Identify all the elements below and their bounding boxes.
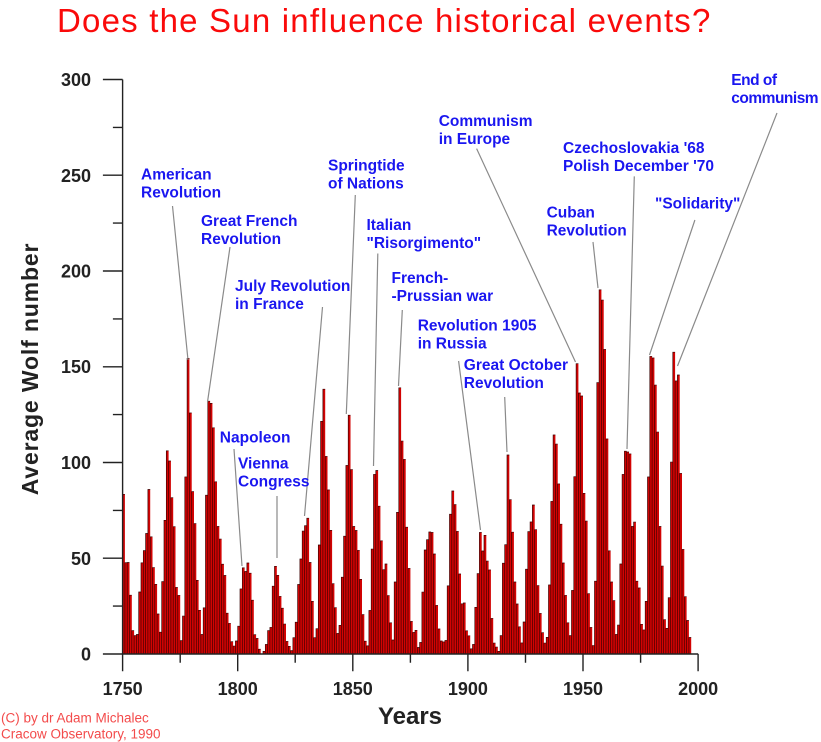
svg-text:Great October: Great October [464, 357, 568, 374]
svg-text:Revolution: Revolution [201, 231, 281, 248]
svg-text:50: 50 [71, 549, 91, 569]
svg-text:Revolution 1905: Revolution 1905 [418, 318, 537, 335]
svg-text:Italian: Italian [367, 217, 412, 234]
svg-text:Communism: Communism [439, 113, 533, 130]
svg-text:150: 150 [61, 357, 91, 377]
svg-text:250: 250 [61, 166, 91, 186]
svg-text:100: 100 [61, 453, 91, 473]
svg-text:Napoleon: Napoleon [220, 429, 291, 446]
svg-text:Years: Years [378, 703, 442, 730]
svg-text:Congress: Congress [238, 474, 310, 491]
svg-text:Cracow Observatory, 1990: Cracow Observatory, 1990 [1, 727, 161, 742]
svg-text:Revolution: Revolution [547, 223, 627, 240]
svg-text:0: 0 [81, 645, 91, 665]
svg-text:in Russia: in Russia [418, 336, 487, 353]
svg-text:Cuban: Cuban [547, 205, 595, 222]
svg-text:communism: communism [731, 90, 818, 107]
svg-text:Springtide: Springtide [328, 157, 405, 174]
svg-text:Czechoslovakia '68: Czechoslovakia '68 [563, 140, 705, 157]
svg-text:2000: 2000 [678, 679, 718, 699]
svg-text:"Solidarity": "Solidarity" [655, 195, 740, 212]
svg-text:200: 200 [61, 262, 91, 282]
svg-text:"Risorgimento": "Risorgimento" [367, 235, 482, 252]
svg-text:End of: End of [731, 72, 778, 89]
svg-text:Average Wolf number: Average Wolf number [17, 243, 43, 496]
svg-text:1800: 1800 [218, 679, 258, 699]
svg-text:1950: 1950 [563, 679, 603, 699]
svg-text:(C) by dr Adam Michalec: (C) by dr Adam Michalec [1, 711, 149, 726]
svg-text:in France: in France [235, 296, 304, 313]
svg-text:Vienna: Vienna [238, 456, 289, 473]
svg-text:300: 300 [61, 70, 91, 90]
svg-text:1900: 1900 [448, 679, 488, 699]
svg-text:-Prussian war: -Prussian war [392, 288, 494, 305]
svg-text:French-: French- [392, 270, 449, 287]
svg-text:Does the Sun influence histori: Does the Sun influence historical events… [57, 2, 712, 39]
svg-text:Revolution: Revolution [464, 375, 544, 392]
svg-text:Great French: Great French [201, 213, 297, 230]
svg-text:1850: 1850 [333, 679, 373, 699]
svg-text:Polish December '70: Polish December '70 [563, 158, 714, 175]
svg-text:1750: 1750 [103, 679, 143, 699]
svg-text:American: American [141, 167, 212, 184]
svg-text:Revolution: Revolution [141, 185, 221, 202]
svg-text:July Revolution: July Revolution [235, 278, 350, 295]
svg-text:of Nations: of Nations [328, 175, 404, 192]
svg-text:in Europe: in Europe [439, 131, 511, 148]
